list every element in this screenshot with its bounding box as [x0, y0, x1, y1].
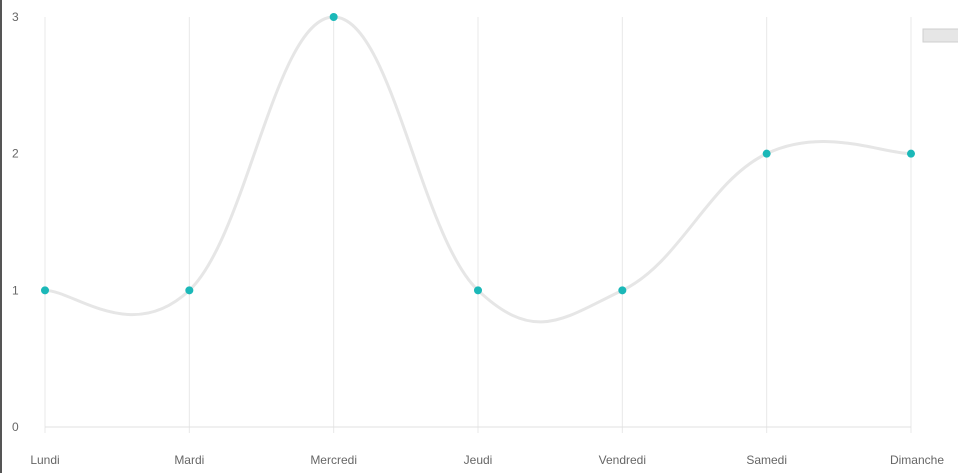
data-point-mardi[interactable] — [185, 286, 194, 295]
x-tick-label-samedi: Samedi — [746, 453, 787, 467]
series-line — [44, 15, 912, 324]
data-point-jeudi[interactable] — [474, 286, 482, 295]
series-layer — [44, 15, 912, 324]
x-tick-label-mercredi: Mercredi — [310, 453, 357, 467]
data-points — [41, 13, 915, 295]
y-tick-label: 1 — [12, 283, 19, 297]
x-tick-label-mardi: Mardi — [174, 453, 204, 467]
y-axis-ticks: 0 1 2 3 — [12, 10, 19, 434]
y-tick-label: 2 — [12, 147, 19, 161]
y-tick-label: 0 — [12, 420, 19, 434]
data-point-mercredi[interactable] — [329, 13, 338, 21]
y-tick-label: 3 — [12, 10, 19, 24]
data-point-lundi[interactable] — [41, 286, 49, 295]
x-tick-label-vendredi: Vendredi — [599, 453, 646, 467]
legend-swatch[interactable] — [922, 28, 958, 43]
x-axis-ticks: Lundi Mardi Mercredi Jeudi Vendredi Samedi Dim… — [30, 453, 944, 467]
legend[interactable] — [922, 28, 958, 43]
grid-layer — [44, 17, 912, 433]
x-tick-label-lundi: Lundi — [30, 453, 59, 467]
x-tick-label-jeudi: Jeudi — [464, 453, 493, 467]
left-edge-border — [0, 0, 2, 473]
data-point-samedi[interactable] — [762, 149, 771, 158]
data-point-dimanche[interactable] — [907, 149, 915, 158]
x-tick-label-dimanche: Dimanche — [890, 453, 944, 467]
data-point-vendredi[interactable] — [618, 286, 627, 295]
